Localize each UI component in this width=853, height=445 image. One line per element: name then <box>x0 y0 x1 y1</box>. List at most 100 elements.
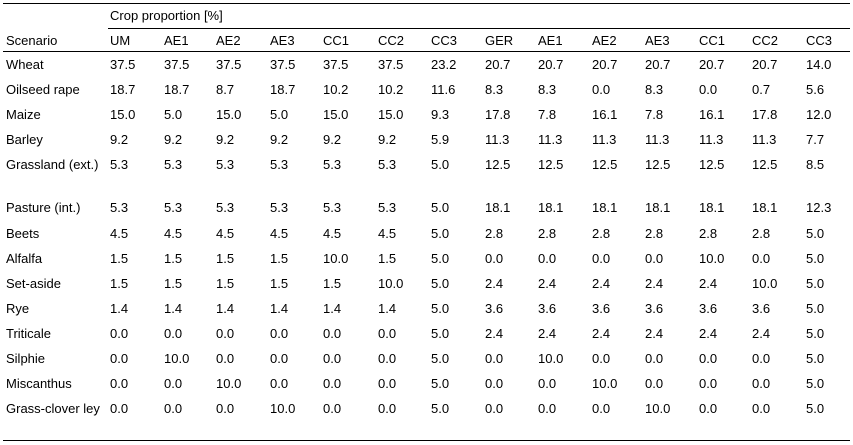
table-cell: 1.5 <box>110 276 129 291</box>
table-cell: 3.6 <box>485 301 504 316</box>
table-cell: 5.3 <box>216 157 235 172</box>
header-rule <box>3 51 850 52</box>
table-cell: 0.0 <box>323 326 342 341</box>
table-cell: 17.8 <box>485 107 511 122</box>
table-cell: 8.3 <box>485 82 504 97</box>
column-header: CC3 <box>806 33 833 48</box>
table-cell: 11.6 <box>431 82 456 97</box>
table-cell: 5.0 <box>431 351 450 366</box>
table-cell: 0.0 <box>752 376 771 391</box>
table-cell: 5.0 <box>806 326 825 341</box>
table-cell: 10.2 <box>323 82 349 97</box>
column-header: Scenario <box>6 33 58 48</box>
table-cell: 2.4 <box>538 326 557 341</box>
table-cell: 10.0 <box>752 276 778 291</box>
table-cell: 4.5 <box>270 226 289 241</box>
table-cell: 37.5 <box>378 57 404 72</box>
crop-name: Oilseed rape <box>6 82 80 97</box>
table-cell: 5.0 <box>431 276 450 291</box>
table-cell: 0.0 <box>592 401 611 416</box>
table-cell: 7.8 <box>645 107 664 122</box>
table-cell: 18.1 <box>699 200 725 215</box>
table-cell: 0.0 <box>110 326 129 341</box>
table-cell: 1.5 <box>164 276 183 291</box>
table-cell: 0.0 <box>270 376 289 391</box>
table-cell: 3.6 <box>538 301 557 316</box>
table-cell: 20.7 <box>592 57 618 72</box>
table-cell: 0.0 <box>323 351 342 366</box>
table-cell: 3.6 <box>752 301 771 316</box>
table-cell: 0.0 <box>592 351 611 366</box>
table-cell: 5.0 <box>270 107 289 122</box>
table-cell: 0.0 <box>538 401 557 416</box>
column-header: AE3 <box>270 33 295 48</box>
table-cell: 9.2 <box>164 132 183 147</box>
table-cell: 5.3 <box>323 200 342 215</box>
table-cell: 5.3 <box>270 157 289 172</box>
table-cell: 1.5 <box>110 251 129 266</box>
table-cell: 10.0 <box>538 351 564 366</box>
table-cell: 23.2 <box>431 57 457 72</box>
table-cell: 5.0 <box>806 401 825 416</box>
table-cell: 12.5 <box>699 157 725 172</box>
table-cell: 1.4 <box>216 301 235 316</box>
table-cell: 1.5 <box>323 276 342 291</box>
table-cell: 5.3 <box>270 200 289 215</box>
table-cell: 8.3 <box>538 82 557 97</box>
table-cell: 11.3 <box>538 132 563 147</box>
table-cell: 2.4 <box>699 326 718 341</box>
table-cell: 5.0 <box>164 107 183 122</box>
table-cell: 1.4 <box>164 301 183 316</box>
table-cell: 5.0 <box>431 200 450 215</box>
bottom-rule <box>3 440 850 441</box>
table-cell: 14.0 <box>806 57 832 72</box>
table-cell: 0.0 <box>164 326 183 341</box>
table-cell: 20.7 <box>538 57 564 72</box>
column-header: AE2 <box>216 33 241 48</box>
table-cell: 18.7 <box>164 82 190 97</box>
group-rule <box>108 28 850 29</box>
table-cell: 5.0 <box>806 226 825 241</box>
table-cell: 9.3 <box>431 107 450 122</box>
table-cell: 10.0 <box>216 376 242 391</box>
table-cell: 9.2 <box>323 132 342 147</box>
table-cell: 0.0 <box>110 376 129 391</box>
table-cell: 10.0 <box>699 251 725 266</box>
table-cell: 1.5 <box>164 251 183 266</box>
table-cell: 8.7 <box>216 82 235 97</box>
table-cell: 18.1 <box>538 200 564 215</box>
table-cell: 1.4 <box>270 301 289 316</box>
table-cell: 5.3 <box>110 157 129 172</box>
table-cell: 10.0 <box>164 351 190 366</box>
column-header: UM <box>110 33 131 48</box>
table-cell: 0.0 <box>323 401 342 416</box>
table-cell: 0.0 <box>645 351 664 366</box>
table-cell: 0.0 <box>752 251 771 266</box>
table-cell: 2.4 <box>538 276 557 291</box>
column-header: AE2 <box>592 33 617 48</box>
table-cell: 9.2 <box>378 132 397 147</box>
table-cell: 1.4 <box>110 301 129 316</box>
table-cell: 37.5 <box>270 57 296 72</box>
table-cell: 0.0 <box>110 351 129 366</box>
table-cell: 5.0 <box>431 301 450 316</box>
table-cell: 10.2 <box>378 82 404 97</box>
crop-name: Grass-clover ley <box>6 401 100 416</box>
table-cell: 4.5 <box>323 226 342 241</box>
table-cell: 18.1 <box>592 200 618 215</box>
table-cell: 7.8 <box>538 107 557 122</box>
table-cell: 1.4 <box>378 301 397 316</box>
column-header: AE3 <box>645 33 670 48</box>
table-cell: 18.1 <box>645 200 671 215</box>
table-cell: 0.0 <box>645 376 664 391</box>
table-cell: 12.5 <box>645 157 671 172</box>
table-cell: 1.4 <box>323 301 342 316</box>
table-cell: 11.3 <box>645 132 670 147</box>
table-cell: 5.9 <box>431 132 450 147</box>
table-cell: 5.3 <box>110 200 129 215</box>
table-cell: 0.0 <box>699 351 718 366</box>
table-cell: 5.0 <box>431 376 450 391</box>
column-header: CC2 <box>378 33 405 48</box>
column-header: CC3 <box>431 33 458 48</box>
table-cell: 2.8 <box>592 226 611 241</box>
